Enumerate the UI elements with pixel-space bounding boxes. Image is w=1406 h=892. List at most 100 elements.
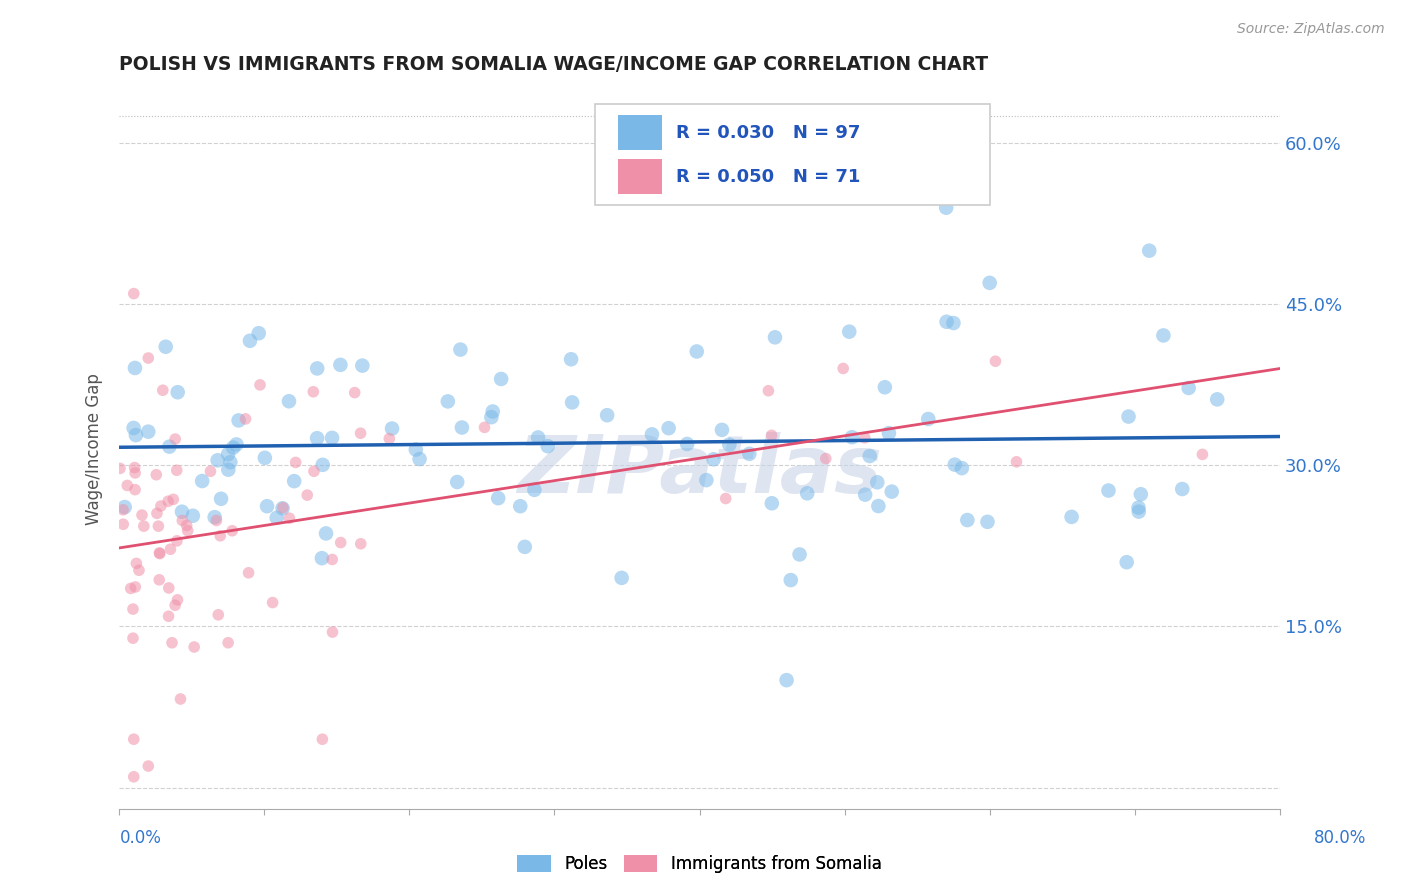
Point xyxy=(136,425,159,439)
Point xyxy=(489,372,512,386)
Point xyxy=(302,464,325,478)
Point xyxy=(136,351,159,365)
Point xyxy=(148,519,170,533)
Point xyxy=(112,517,135,532)
Point xyxy=(217,636,239,650)
Point xyxy=(321,552,343,566)
Point xyxy=(1129,487,1152,501)
Bar xyxy=(619,115,662,150)
Point xyxy=(935,201,957,215)
Point xyxy=(165,432,187,446)
Point xyxy=(523,483,546,497)
Point xyxy=(120,582,142,596)
Point xyxy=(311,551,333,566)
Point xyxy=(1060,509,1083,524)
Point xyxy=(157,494,180,508)
Point xyxy=(917,412,939,426)
Point xyxy=(122,732,145,747)
Point xyxy=(1128,505,1150,519)
Point xyxy=(149,499,172,513)
Point xyxy=(166,463,188,477)
Point xyxy=(868,499,890,513)
Point xyxy=(658,421,681,435)
Point xyxy=(302,384,325,399)
Point xyxy=(205,513,228,527)
Point xyxy=(956,513,979,527)
Point xyxy=(125,428,148,442)
Point xyxy=(1097,483,1119,498)
Point xyxy=(124,460,146,475)
Point xyxy=(352,359,374,373)
Point xyxy=(114,500,136,514)
Point xyxy=(838,325,860,339)
Point xyxy=(408,452,430,467)
Point xyxy=(124,466,146,480)
Point xyxy=(437,394,460,409)
Point xyxy=(149,547,172,561)
Point xyxy=(343,385,366,400)
Point xyxy=(596,408,619,422)
Point xyxy=(481,404,503,418)
Point xyxy=(225,437,247,451)
Point xyxy=(117,478,139,492)
Point xyxy=(162,492,184,507)
Point xyxy=(449,343,471,357)
Point xyxy=(165,599,187,613)
Point xyxy=(200,464,222,478)
Point xyxy=(1191,447,1213,461)
Text: 80.0%: 80.0% xyxy=(1315,829,1367,847)
Point xyxy=(561,395,583,409)
Point xyxy=(1177,381,1199,395)
Point xyxy=(217,447,239,461)
Point xyxy=(984,354,1007,368)
Point xyxy=(775,673,797,688)
Point xyxy=(238,566,260,580)
Point xyxy=(181,508,204,523)
Point xyxy=(877,426,900,441)
Point xyxy=(841,430,863,444)
Point xyxy=(271,501,294,516)
Point xyxy=(148,546,170,560)
Text: R = 0.030   N = 97: R = 0.030 N = 97 xyxy=(676,124,860,142)
Point xyxy=(155,340,177,354)
Text: 0.0%: 0.0% xyxy=(120,829,162,847)
Point xyxy=(157,609,180,624)
Point xyxy=(350,537,373,551)
Point xyxy=(228,413,250,427)
Point xyxy=(108,461,131,475)
Point xyxy=(329,535,352,549)
Point xyxy=(761,428,783,442)
Point xyxy=(714,491,737,506)
Point xyxy=(321,625,343,640)
Text: Source: ZipAtlas.com: Source: ZipAtlas.com xyxy=(1237,22,1385,37)
Point xyxy=(204,510,226,524)
Point xyxy=(315,526,337,541)
Point xyxy=(262,596,284,610)
Point xyxy=(451,420,474,434)
Point xyxy=(321,431,343,445)
Point xyxy=(256,499,278,513)
Point xyxy=(676,437,699,451)
Point xyxy=(132,519,155,533)
Point xyxy=(695,473,717,487)
Point xyxy=(950,461,973,475)
Point xyxy=(349,426,371,441)
Point xyxy=(191,474,214,488)
Point xyxy=(859,449,882,463)
Point xyxy=(474,420,496,434)
Point xyxy=(832,361,855,376)
Point xyxy=(124,483,146,497)
Point xyxy=(329,358,352,372)
Point xyxy=(703,452,725,467)
Point xyxy=(602,179,624,194)
Point xyxy=(560,352,582,367)
Point xyxy=(124,361,146,376)
Point xyxy=(866,475,889,490)
Point xyxy=(853,488,876,502)
Point xyxy=(513,540,536,554)
Point xyxy=(177,524,200,538)
Point xyxy=(146,506,169,520)
Point xyxy=(537,439,560,453)
Point xyxy=(209,491,232,506)
Point xyxy=(176,518,198,533)
